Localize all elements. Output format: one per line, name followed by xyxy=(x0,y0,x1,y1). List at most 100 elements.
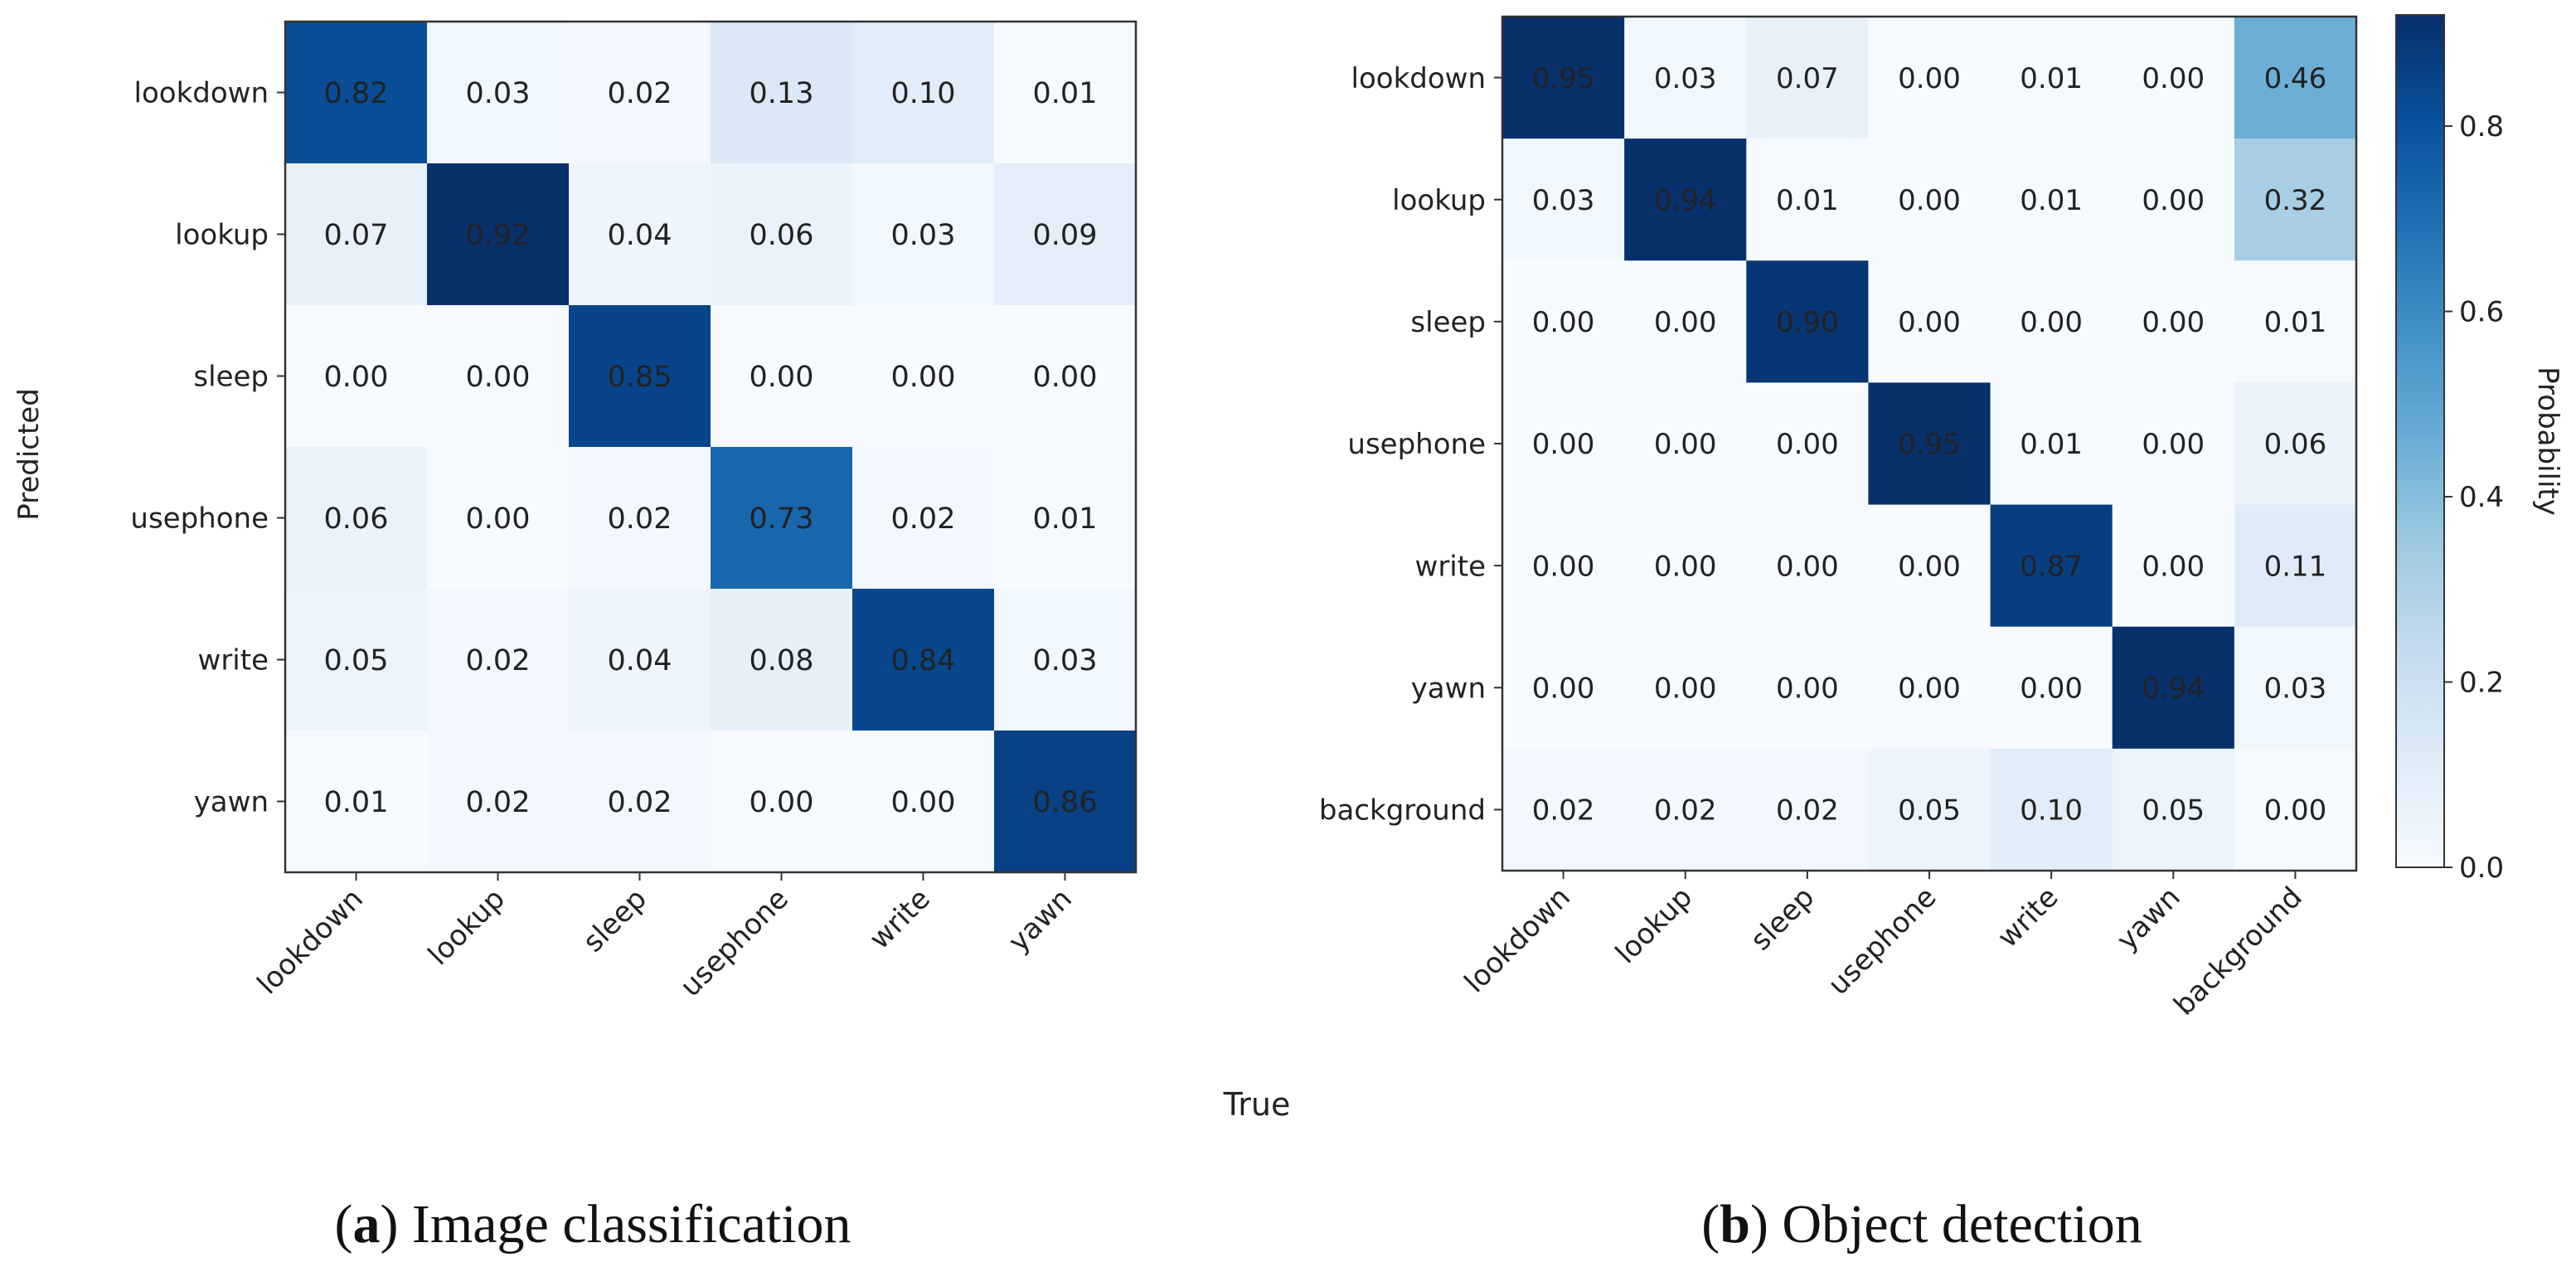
heatmap-cell xyxy=(1990,626,2113,750)
heatmap-cell xyxy=(2234,260,2357,384)
cell-value-label: 0.00 xyxy=(1776,550,1839,583)
cell-value-label: 0.00 xyxy=(1898,672,1961,706)
cell-value-label: 0.00 xyxy=(466,502,531,536)
y-tick-label-sleep: sleep xyxy=(1410,306,1486,339)
cell-value-label: 0.94 xyxy=(2142,672,2205,706)
heatmap-cell xyxy=(1990,382,2113,506)
cell-value-label: 0.00 xyxy=(2142,428,2205,461)
cell-value-label: 0.00 xyxy=(2142,550,2205,583)
heatmap-cell xyxy=(852,731,995,873)
cell-value-label: 0.08 xyxy=(750,644,814,677)
heatmap-cell xyxy=(569,163,711,306)
heatmap-cell xyxy=(285,22,428,164)
x-tick-label-yawn: yawn xyxy=(1002,882,1079,959)
cell-value-label: 0.00 xyxy=(466,361,531,394)
heatmap-cell xyxy=(994,589,1137,731)
cell-value-label: 0.87 xyxy=(2020,550,2083,583)
heatmap-cell xyxy=(2234,138,2357,261)
cell-value-label: 0.01 xyxy=(1033,77,1098,110)
cell-value-label: 0.01 xyxy=(2020,62,2083,95)
colorbar-tick-label: 0.6 xyxy=(2459,296,2504,329)
cell-value-label: 0.06 xyxy=(750,219,814,252)
heatmap-cell xyxy=(2112,504,2235,628)
confusion-matrix-b: 0.95 0.03 0.07 0.00 0.01 0.00 0.46 0.03 0.94 0.01… xyxy=(1319,15,2358,1022)
heatmap-cell xyxy=(1868,504,1991,628)
heatmap-cell xyxy=(427,589,570,731)
caption-b-text: Object detection xyxy=(1782,1194,2142,1255)
heatmap-cell xyxy=(2234,504,2357,628)
cell-value-label: 0.00 xyxy=(2264,794,2327,828)
heatmap-cell xyxy=(852,305,995,448)
x-tick-label-write: write xyxy=(863,882,937,956)
heatmap-cell xyxy=(285,305,428,448)
cell-value-label: 0.03 xyxy=(891,219,956,252)
cell-value-label: 0.46 xyxy=(2264,62,2327,95)
x-tick-label-usephone: usephone xyxy=(674,882,795,1003)
cell-value-label: 0.02 xyxy=(1532,794,1595,828)
cell-value-label: 0.00 xyxy=(1898,62,1961,95)
y-tick-label-sleep: sleep xyxy=(193,361,269,394)
heatmap-cell xyxy=(994,305,1137,448)
heatmap-cell xyxy=(994,447,1137,590)
cell-value-label: 0.02 xyxy=(1654,794,1717,828)
cell-value-label: 0.03 xyxy=(1654,62,1717,95)
caption-b: (b) Object detection xyxy=(1701,1194,2142,1255)
caption-a: (a) Image classification xyxy=(334,1194,851,1255)
heatmap-cell xyxy=(2112,626,2235,750)
heatmap-cell xyxy=(1746,626,1870,750)
cell-value-label: 0.00 xyxy=(750,786,814,819)
heatmap-cell xyxy=(1746,382,1870,506)
heatmap-cell xyxy=(427,22,570,164)
heatmap-cell xyxy=(1868,626,1991,750)
y-tick-label-yawn: yawn xyxy=(194,786,269,819)
heatmap-cell xyxy=(1746,17,1870,139)
cell-value-label: 0.00 xyxy=(891,361,956,394)
heatmap-cell xyxy=(2112,138,2235,261)
cell-value-label: 0.00 xyxy=(1776,428,1839,461)
heatmap-cell xyxy=(1624,382,1747,506)
heatmap-cell xyxy=(285,163,428,306)
cell-value-label: 0.32 xyxy=(2264,184,2327,217)
heatmap-cell xyxy=(1502,626,1625,750)
cell-value-label: 0.00 xyxy=(1654,550,1717,583)
y-tick-label-usephone: usephone xyxy=(130,502,269,536)
x-tick-label-background: background xyxy=(2167,881,2308,1022)
cell-value-label: 0.06 xyxy=(324,502,389,536)
heatmap-cell xyxy=(427,447,570,590)
cell-value-label: 0.09 xyxy=(1033,219,1098,252)
heatmap-cell xyxy=(1502,382,1625,506)
heatmap-cell xyxy=(285,731,428,873)
cell-value-label: 0.00 xyxy=(1898,550,1961,583)
heatmap-cell xyxy=(1624,504,1747,628)
heatmap-cell xyxy=(569,731,711,873)
cell-value-label: 0.02 xyxy=(608,786,672,819)
heatmap-cell xyxy=(427,731,570,873)
heatmap-cell xyxy=(1502,138,1625,261)
heatmap-cell xyxy=(2234,382,2357,506)
cell-value-label: 0.85 xyxy=(608,361,672,394)
cell-value-label: 0.07 xyxy=(324,219,389,252)
heatmap-cell xyxy=(2234,748,2357,871)
y-tick-label-yawn: yawn xyxy=(1411,672,1486,706)
cell-value-label: 0.02 xyxy=(1776,794,1839,828)
heatmap-cell xyxy=(1502,260,1625,384)
heatmap-cell xyxy=(2112,748,2235,871)
x-tick-label-lookup: lookup xyxy=(422,882,512,972)
cell-value-label: 0.95 xyxy=(1532,62,1595,95)
heatmap-cell xyxy=(1624,626,1747,750)
cell-value-label: 0.00 xyxy=(1654,672,1717,706)
cell-value-label: 0.01 xyxy=(1033,502,1098,536)
cell-value-label: 0.04 xyxy=(608,219,672,252)
heatmap-cell xyxy=(711,447,853,590)
cell-value-label: 0.73 xyxy=(750,502,814,536)
heatmap-cell xyxy=(1868,17,1991,139)
heatmap-cell xyxy=(569,447,711,590)
cell-value-label: 0.00 xyxy=(1532,672,1595,706)
colorbar-tick-label: 0.0 xyxy=(2459,852,2504,885)
heatmap-cell xyxy=(1990,138,2113,261)
heatmap-cell xyxy=(427,163,570,306)
y-tick-label-write: write xyxy=(1415,550,1486,583)
cell-value-label: 0.00 xyxy=(1654,306,1717,339)
y-tick-label-lookdown: lookdown xyxy=(1351,62,1486,95)
heatmap-cell xyxy=(711,589,853,731)
